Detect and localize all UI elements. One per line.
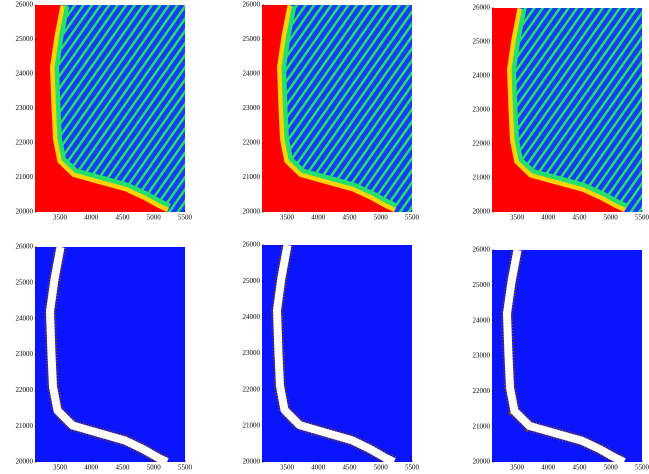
x-tick-label: 5500	[635, 464, 649, 472]
plot-image	[262, 5, 412, 212]
x-tick-label: 4000	[541, 214, 556, 222]
y-tick-label: 20000	[243, 458, 261, 466]
x-tick-label: 4500	[116, 214, 131, 222]
y-tick-label: 25000	[473, 281, 491, 289]
land	[492, 8, 624, 212]
plot-image	[262, 245, 412, 462]
y-tick-label: 23000	[473, 106, 491, 114]
x-tick-label: 5500	[178, 464, 193, 472]
y-tick-label: 20000	[16, 458, 34, 466]
y-tick-label: 26000	[16, 1, 34, 9]
x-tick-label: 4500	[573, 214, 588, 222]
y-tick-label: 25000	[473, 38, 491, 46]
y-tick-label: 24000	[243, 70, 261, 78]
plot-image	[35, 247, 185, 462]
field	[35, 247, 185, 462]
x-tick-label: 5000	[147, 214, 162, 222]
band	[45, 247, 169, 462]
y-tick-label: 20000	[473, 458, 491, 466]
y-tick-label: 25000	[16, 35, 34, 43]
x-tick-label: 4500	[343, 214, 358, 222]
y-tick-label: 21000	[473, 174, 491, 182]
x-tick-label: 3500	[510, 464, 525, 472]
x-tick-label: 4000	[84, 214, 99, 222]
x-tick-label: 4000	[84, 464, 99, 472]
x-tick-label: 4500	[116, 464, 131, 472]
y-tick-label: 24000	[473, 72, 491, 80]
y-tick-label: 22000	[16, 139, 34, 147]
x-tick-label: 5500	[405, 464, 420, 472]
x-tick-label: 3500	[53, 464, 68, 472]
x-tick-label: 5500	[635, 214, 649, 222]
y-tick-label: 23000	[16, 104, 34, 112]
plot-image	[35, 5, 185, 212]
x-tick-label: 5000	[374, 214, 389, 222]
y-tick-label: 22000	[473, 387, 491, 395]
x-tick-label: 5000	[147, 464, 162, 472]
y-tick-label: 23000	[243, 104, 261, 112]
y-tick-label: 21000	[243, 173, 261, 181]
x-tick-label: 3500	[53, 214, 68, 222]
y-tick-label: 26000	[243, 1, 261, 9]
y-tick-label: 24000	[16, 70, 34, 78]
x-tick-label: 3500	[510, 214, 525, 222]
y-tick-label: 23000	[243, 349, 261, 357]
x-tick-label: 5000	[604, 214, 619, 222]
field	[492, 250, 642, 462]
y-tick-label: 24000	[16, 314, 34, 322]
x-tick-label: 4000	[541, 464, 556, 472]
y-tick-label: 24000	[473, 316, 491, 324]
y-tick-label: 22000	[243, 385, 261, 393]
y-tick-label: 25000	[243, 277, 261, 285]
x-tick-label: 5000	[604, 464, 619, 472]
land	[35, 5, 167, 212]
y-tick-label: 22000	[473, 140, 491, 148]
x-tick-label: 4500	[343, 464, 358, 472]
x-tick-label: 3500	[280, 214, 295, 222]
land	[262, 5, 394, 212]
x-tick-label: 4000	[311, 464, 326, 472]
y-tick-label: 25000	[243, 35, 261, 43]
plot-image	[492, 250, 642, 462]
y-tick-label: 21000	[16, 173, 34, 181]
y-tick-label: 20000	[16, 208, 34, 216]
y-tick-label: 20000	[243, 208, 261, 216]
y-tick-label: 21000	[473, 422, 491, 430]
y-tick-label: 26000	[243, 241, 261, 249]
y-tick-label: 25000	[16, 278, 34, 286]
y-tick-label: 26000	[473, 4, 491, 12]
field	[262, 245, 412, 462]
y-tick-label: 21000	[243, 421, 261, 429]
x-tick-label: 5500	[405, 214, 420, 222]
y-tick-label: 26000	[473, 246, 491, 254]
y-tick-label: 20000	[473, 208, 491, 216]
y-tick-label: 21000	[16, 422, 34, 430]
y-tick-label: 26000	[16, 243, 34, 251]
x-tick-label: 5000	[374, 464, 389, 472]
y-tick-label: 24000	[243, 313, 261, 321]
y-tick-label: 23000	[473, 352, 491, 360]
band	[272, 245, 396, 462]
x-tick-label: 4000	[311, 214, 326, 222]
x-tick-label: 4500	[573, 464, 588, 472]
band	[502, 250, 626, 462]
x-tick-label: 5500	[178, 214, 193, 222]
plot-image	[492, 8, 642, 212]
y-tick-label: 22000	[243, 139, 261, 147]
y-tick-label: 23000	[16, 350, 34, 358]
y-tick-label: 22000	[16, 386, 34, 394]
x-tick-label: 3500	[280, 464, 295, 472]
